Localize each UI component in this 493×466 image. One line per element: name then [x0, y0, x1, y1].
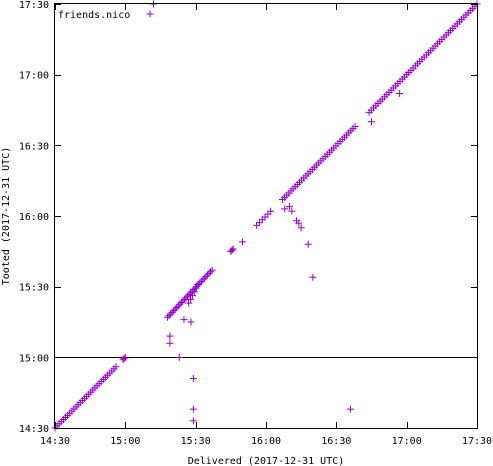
data-point	[184, 292, 192, 300]
data-point	[185, 299, 193, 307]
data-point	[346, 405, 354, 413]
data-point	[202, 273, 210, 281]
data-point	[112, 363, 120, 371]
data-point	[189, 405, 197, 413]
legend-marker	[146, 10, 154, 18]
data-point	[180, 316, 188, 324]
data-point	[199, 276, 207, 284]
data-point	[176, 300, 184, 308]
y-tick-label: 17:00	[19, 71, 49, 82]
data-point	[295, 219, 303, 227]
data-point	[177, 299, 185, 307]
data-point	[196, 279, 204, 287]
data-points-layer	[51, 0, 481, 432]
legend-marker-symbol	[146, 10, 154, 18]
data-point	[200, 274, 208, 282]
data-point	[368, 118, 375, 126]
y-tick-label: 17:30	[19, 0, 49, 11]
data-point	[351, 122, 359, 130]
data-point	[194, 280, 202, 288]
x-tick-label: 15:00	[110, 436, 140, 447]
legend: friends.nico	[58, 10, 154, 21]
data-point	[285, 203, 293, 211]
data-point	[396, 90, 404, 98]
data-point	[166, 332, 174, 340]
x-tick-label: 15:30	[181, 436, 211, 447]
y-axis-title: Tooted (2017-12-31 UTC)	[1, 147, 12, 285]
y-tick-label: 14:30	[19, 424, 49, 435]
x-tick-label: 16:30	[321, 436, 351, 447]
data-point	[229, 245, 237, 253]
x-tick-label: 17:00	[392, 436, 422, 447]
data-point	[288, 207, 296, 215]
data-point	[120, 355, 128, 363]
data-point	[179, 297, 187, 305]
data-point	[205, 269, 213, 277]
x-tick-label: 16:00	[251, 436, 281, 447]
data-point	[228, 246, 236, 254]
data-point	[267, 207, 275, 215]
x-axis-title: Delivered (2017-12-31 UTC)	[188, 456, 345, 466]
data-point	[182, 294, 190, 302]
data-point	[170, 307, 178, 315]
data-point	[174, 302, 182, 310]
tick-labels-layer: 14:30 15:00 15:30 16:00 16:30 17:00 17:30 14:30…	[19, 0, 492, 447]
data-point	[281, 205, 289, 213]
x-tick-label: 17:30	[462, 436, 492, 447]
data-point	[239, 238, 247, 246]
data-point	[309, 273, 317, 281]
data-point	[180, 295, 188, 303]
data-point	[187, 318, 195, 326]
data-point	[173, 304, 181, 312]
data-point	[175, 353, 183, 361]
legend-label: friends.nico	[58, 10, 130, 21]
data-point	[121, 353, 129, 361]
y-tick-label: 15:30	[19, 283, 49, 294]
x-tick-label: 14:30	[40, 436, 70, 447]
plot-frame	[54, 3, 478, 429]
data-point	[203, 271, 211, 279]
data-point	[185, 291, 193, 299]
data-point	[166, 339, 174, 347]
data-point	[171, 305, 179, 313]
data-point	[304, 240, 312, 248]
data-point	[208, 266, 216, 274]
data-point	[190, 288, 198, 296]
data-point	[207, 268, 215, 276]
data-point	[188, 292, 196, 300]
data-point	[165, 312, 173, 320]
data-point	[192, 284, 200, 292]
y-tick-label: 16:00	[19, 212, 49, 223]
data-point	[164, 313, 172, 321]
data-point	[189, 417, 197, 425]
data-point	[167, 310, 175, 318]
y-tick-label: 15:00	[19, 353, 49, 364]
data-point	[187, 295, 195, 303]
data-point	[297, 224, 305, 232]
y-tick-label: 16:30	[19, 141, 49, 152]
data-point	[168, 308, 176, 316]
data-point	[189, 375, 197, 383]
